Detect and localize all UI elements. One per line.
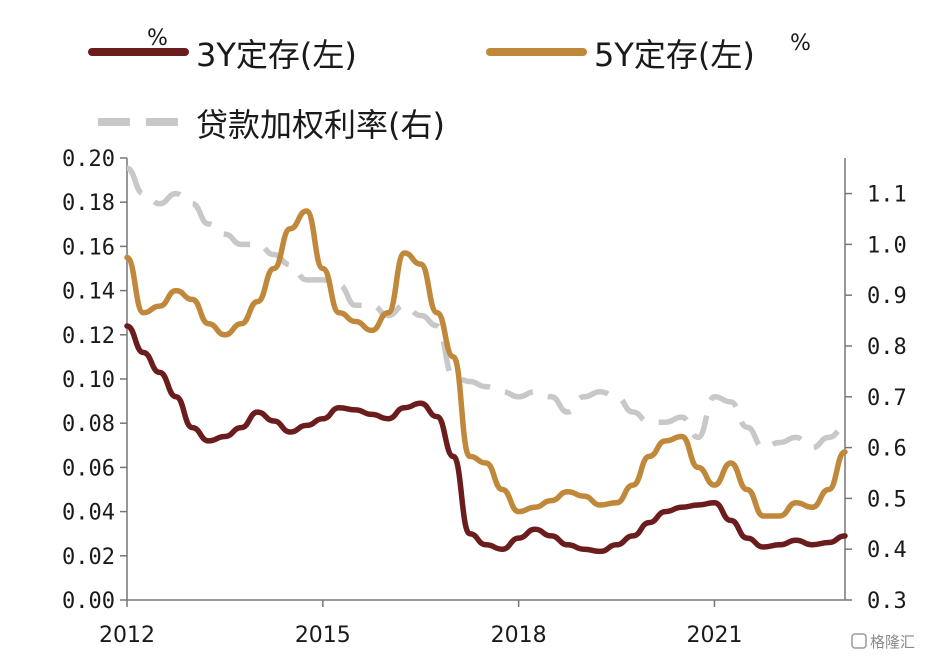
- watermark-logo-icon: [851, 633, 867, 649]
- right-tick-label: 0.5: [867, 487, 907, 512]
- left-tick-label: 0.14: [62, 280, 115, 305]
- right-tick-label: 0.3: [867, 589, 907, 614]
- right-tick-label: 0.9: [867, 284, 907, 309]
- x-tick-label: 2018: [491, 623, 547, 648]
- left-tick-label: 0.04: [62, 501, 115, 526]
- watermark: 格隆汇: [851, 633, 915, 651]
- left-tick-label: 0.06: [62, 456, 115, 481]
- right-axis-unit: %: [790, 31, 811, 56]
- x-axis: 2012 2015 2018 2021: [99, 599, 845, 648]
- left-tick-label: 0.08: [62, 412, 115, 437]
- x-axis-ticks: 2012 2015 2018 2021: [99, 600, 742, 648]
- left-axis-ticks: 0.00 0.02 0.04 0.06 0.08 0.10 0.12 0.14 0.16 0.18…: [62, 147, 127, 614]
- legend: % 3Y定存(左) 5Y定存(左) % 贷款加权利率(右): [88, 26, 811, 144]
- left-tick-label: 0.02: [62, 545, 115, 570]
- right-tick-label: 0.6: [867, 437, 907, 462]
- left-tick-label: 0.10: [62, 368, 115, 393]
- x-tick-label: 2021: [686, 623, 742, 648]
- plot-area: [124, 165, 848, 555]
- left-axis: 0.00 0.02 0.04 0.06 0.08 0.10 0.12 0.14 0.16 0.18…: [62, 147, 128, 614]
- series-line-loan-weighted-rate: [125, 165, 846, 451]
- left-tick-label: 0.16: [62, 235, 115, 260]
- left-tick-label: 0.18: [62, 191, 115, 216]
- right-tick-label: 1.1: [867, 183, 907, 208]
- right-tick-label: 1.0: [867, 233, 907, 258]
- right-axis-ticks: 0.3 0.4 0.5 0.6 0.7 0.8 0.9 1.0 1.1: [845, 183, 907, 614]
- legend-label-5y: 5Y定存(左): [594, 36, 755, 74]
- right-tick-label: 0.4: [867, 538, 907, 563]
- right-tick-label: 0.8: [867, 335, 907, 360]
- legend-label-loan-rate: 贷款加权利率(右): [196, 106, 445, 144]
- series-line-5y-deposit: [124, 208, 848, 519]
- watermark-text: 格隆汇: [870, 633, 915, 651]
- left-tick-label: 0.12: [62, 324, 115, 349]
- right-axis: 0.3 0.4 0.5 0.6 0.7 0.8 0.9 1.0 1.1: [844, 158, 907, 614]
- left-tick-label: 0.00: [62, 589, 115, 614]
- series-line-3y-deposit: [124, 323, 848, 555]
- legend-label-3y: 3Y定存(左): [196, 36, 357, 74]
- x-tick-label: 2015: [295, 623, 351, 648]
- left-tick-label: 0.20: [62, 147, 115, 172]
- right-tick-label: 0.7: [867, 386, 907, 411]
- x-tick-label: 2012: [99, 623, 155, 648]
- left-axis-unit: %: [147, 26, 168, 51]
